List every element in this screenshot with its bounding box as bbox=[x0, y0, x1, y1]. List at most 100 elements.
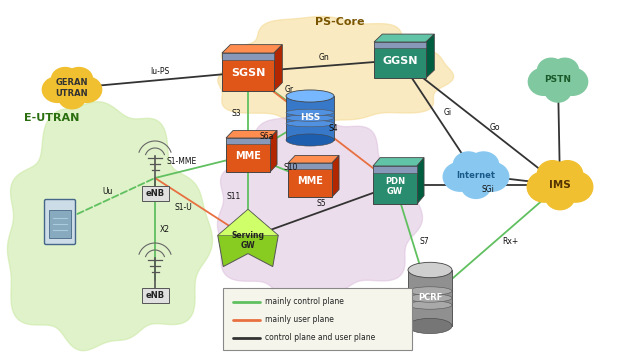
Ellipse shape bbox=[537, 161, 568, 188]
Ellipse shape bbox=[469, 152, 499, 178]
Text: control plane and user plane: control plane and user plane bbox=[265, 333, 375, 343]
Text: Serving
GW: Serving GW bbox=[232, 231, 265, 250]
Ellipse shape bbox=[527, 172, 561, 202]
Ellipse shape bbox=[286, 134, 334, 146]
Text: Gn: Gn bbox=[319, 54, 329, 62]
Text: PDN
GW: PDN GW bbox=[385, 177, 405, 196]
FancyBboxPatch shape bbox=[288, 163, 332, 197]
Text: eNB: eNB bbox=[145, 189, 165, 197]
Text: S7: S7 bbox=[420, 237, 429, 246]
Text: MME: MME bbox=[297, 176, 323, 186]
Text: IMS: IMS bbox=[549, 180, 571, 190]
Text: eNB: eNB bbox=[145, 290, 165, 300]
FancyBboxPatch shape bbox=[374, 42, 426, 78]
Text: PSTN: PSTN bbox=[545, 76, 572, 84]
Text: Rx+: Rx+ bbox=[502, 237, 518, 246]
Polygon shape bbox=[288, 155, 339, 163]
Text: Gr: Gr bbox=[285, 86, 293, 94]
Text: Internet: Internet bbox=[457, 170, 495, 180]
Text: Uu: Uu bbox=[102, 187, 113, 197]
FancyBboxPatch shape bbox=[374, 42, 426, 49]
Polygon shape bbox=[426, 34, 434, 78]
Text: MME: MME bbox=[235, 151, 261, 161]
Ellipse shape bbox=[552, 161, 583, 188]
Text: mainly user plane: mainly user plane bbox=[265, 316, 334, 324]
Text: Gi: Gi bbox=[444, 108, 452, 117]
FancyBboxPatch shape bbox=[286, 96, 334, 140]
Text: S1-MME: S1-MME bbox=[167, 157, 197, 166]
FancyBboxPatch shape bbox=[288, 163, 332, 169]
Polygon shape bbox=[274, 45, 282, 91]
FancyBboxPatch shape bbox=[373, 166, 417, 173]
Ellipse shape bbox=[286, 109, 334, 116]
Ellipse shape bbox=[408, 301, 452, 309]
FancyBboxPatch shape bbox=[222, 53, 274, 60]
Text: Go: Go bbox=[490, 123, 500, 132]
Text: E-UTRAN: E-UTRAN bbox=[24, 113, 80, 123]
Ellipse shape bbox=[286, 115, 334, 121]
Text: S4: S4 bbox=[329, 124, 338, 133]
FancyBboxPatch shape bbox=[223, 288, 412, 350]
Ellipse shape bbox=[42, 77, 73, 102]
Polygon shape bbox=[217, 114, 422, 301]
Text: SAE-EPC: SAE-EPC bbox=[284, 295, 336, 305]
Ellipse shape bbox=[557, 68, 588, 95]
FancyBboxPatch shape bbox=[142, 288, 168, 302]
Polygon shape bbox=[218, 209, 278, 267]
Text: PCRF: PCRF bbox=[418, 294, 442, 302]
FancyBboxPatch shape bbox=[44, 200, 76, 245]
Ellipse shape bbox=[529, 68, 558, 95]
Polygon shape bbox=[218, 209, 278, 235]
Ellipse shape bbox=[408, 287, 452, 295]
Ellipse shape bbox=[443, 162, 477, 191]
Polygon shape bbox=[270, 131, 277, 172]
FancyBboxPatch shape bbox=[222, 53, 274, 91]
Text: mainly control plane: mainly control plane bbox=[265, 297, 344, 306]
Ellipse shape bbox=[551, 58, 578, 83]
Text: S10: S10 bbox=[284, 163, 298, 172]
Ellipse shape bbox=[286, 90, 334, 102]
Polygon shape bbox=[218, 16, 454, 124]
Text: GERAN
UTRAN: GERAN UTRAN bbox=[56, 78, 89, 98]
Polygon shape bbox=[7, 102, 213, 351]
Polygon shape bbox=[222, 45, 282, 53]
Polygon shape bbox=[374, 34, 434, 42]
Text: PS-Core: PS-Core bbox=[315, 17, 365, 27]
FancyBboxPatch shape bbox=[408, 270, 452, 326]
Text: HSS: HSS bbox=[300, 114, 320, 122]
Ellipse shape bbox=[59, 86, 85, 109]
FancyBboxPatch shape bbox=[226, 138, 270, 144]
Ellipse shape bbox=[51, 67, 79, 91]
Text: S1-U: S1-U bbox=[175, 203, 192, 213]
Ellipse shape bbox=[545, 78, 572, 102]
Polygon shape bbox=[417, 158, 424, 204]
Ellipse shape bbox=[408, 318, 452, 334]
Polygon shape bbox=[226, 131, 277, 138]
Ellipse shape bbox=[475, 162, 509, 191]
Ellipse shape bbox=[537, 58, 565, 83]
Ellipse shape bbox=[539, 62, 578, 98]
Text: S6a: S6a bbox=[260, 132, 274, 141]
FancyBboxPatch shape bbox=[226, 138, 270, 172]
FancyBboxPatch shape bbox=[373, 166, 417, 204]
Ellipse shape bbox=[52, 71, 92, 105]
Ellipse shape bbox=[286, 120, 334, 127]
Ellipse shape bbox=[538, 165, 582, 205]
FancyBboxPatch shape bbox=[142, 186, 168, 201]
Ellipse shape bbox=[453, 152, 484, 178]
Ellipse shape bbox=[559, 172, 593, 202]
Text: SGi: SGi bbox=[481, 186, 494, 195]
Polygon shape bbox=[332, 155, 339, 197]
Text: S11: S11 bbox=[227, 192, 241, 201]
Text: S3: S3 bbox=[231, 109, 241, 118]
FancyBboxPatch shape bbox=[49, 210, 71, 238]
Ellipse shape bbox=[408, 294, 452, 302]
Ellipse shape bbox=[71, 77, 102, 102]
Text: SGSN: SGSN bbox=[231, 69, 265, 78]
Ellipse shape bbox=[454, 156, 498, 194]
Polygon shape bbox=[373, 158, 424, 166]
Text: X2: X2 bbox=[160, 224, 170, 234]
Text: S5: S5 bbox=[317, 199, 326, 208]
Ellipse shape bbox=[408, 262, 452, 278]
Ellipse shape bbox=[65, 67, 92, 91]
